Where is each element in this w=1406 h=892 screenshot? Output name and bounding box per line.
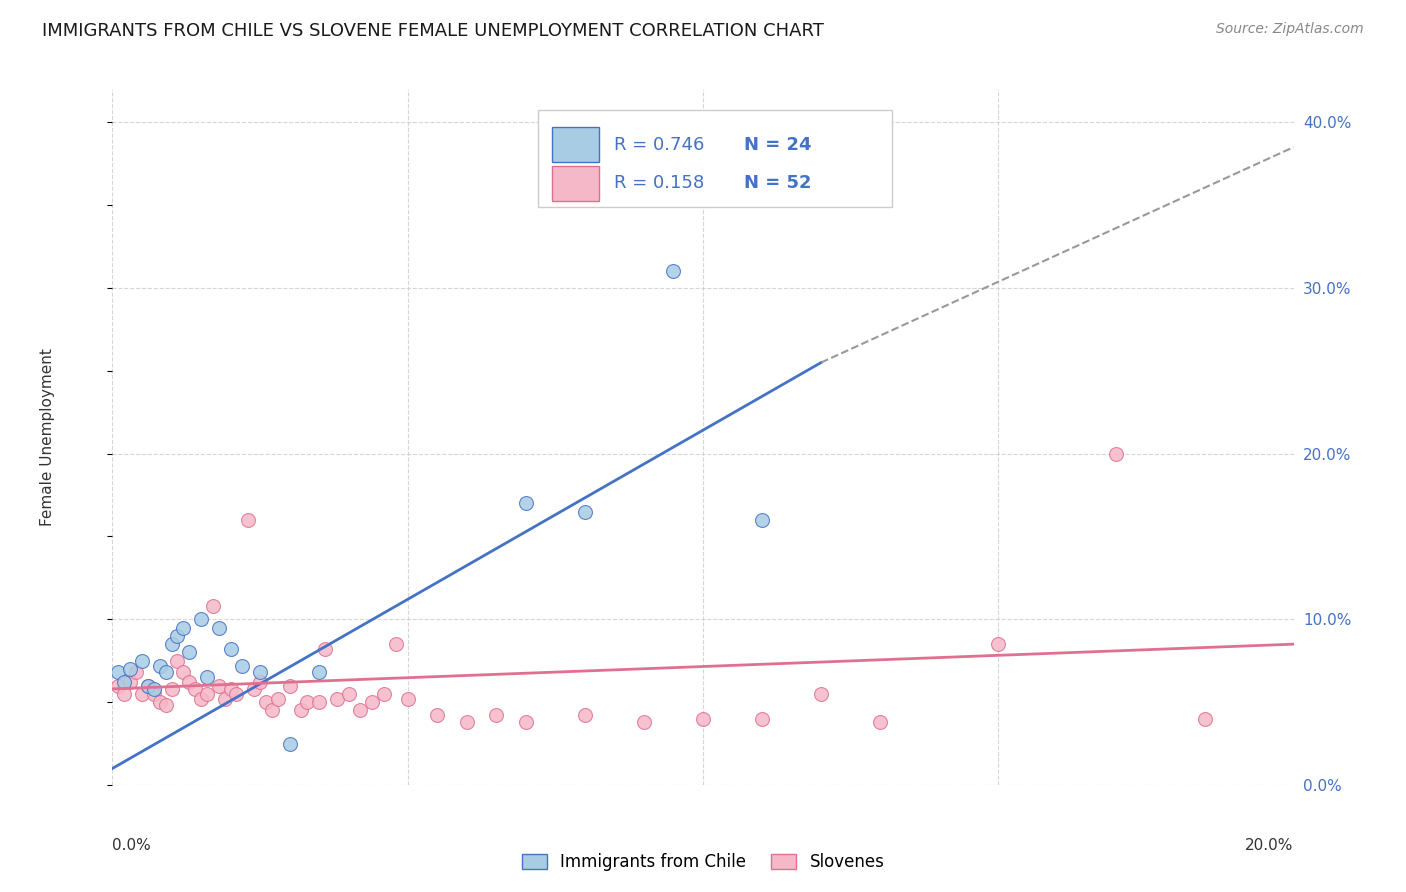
FancyBboxPatch shape (551, 166, 599, 201)
Point (869, 714, 891, 729)
Point (231, 658, 253, 673)
Text: Source: ZipAtlas.com: Source: ZipAtlas.com (1216, 22, 1364, 37)
Text: Female Unemployment: Female Unemployment (39, 348, 55, 526)
Point (278, 679, 301, 693)
Point (184, 681, 207, 696)
Point (456, 714, 478, 729)
Point (574, 708, 596, 723)
Point (166, 654, 188, 668)
Text: N = 52: N = 52 (744, 174, 811, 192)
Point (314, 642, 336, 657)
Point (107, 679, 129, 693)
Point (155, 698, 177, 713)
Point (120, 675, 142, 690)
Point (190, 612, 212, 626)
Point (751, 513, 773, 527)
Point (208, 679, 231, 693)
Point (810, 687, 832, 701)
Point (179, 675, 201, 690)
Point (195, 670, 218, 684)
Point (297, 695, 319, 709)
Point (485, 708, 508, 723)
Point (326, 691, 349, 706)
Point (361, 695, 384, 709)
Point (373, 687, 395, 701)
Point (179, 645, 201, 659)
Point (385, 637, 408, 651)
Point (160, 681, 183, 696)
Point (136, 679, 159, 693)
Point (238, 513, 260, 527)
Point (574, 505, 596, 519)
Point (195, 687, 218, 701)
Point (225, 687, 247, 701)
Point (692, 712, 714, 726)
Point (107, 665, 129, 680)
Text: 0.0%: 0.0% (112, 838, 152, 853)
Point (1194, 712, 1216, 726)
Point (249, 675, 271, 690)
Point (308, 665, 330, 680)
Point (142, 687, 165, 701)
Point (290, 703, 312, 717)
Point (278, 737, 301, 751)
Point (337, 687, 360, 701)
Point (136, 679, 159, 693)
Point (396, 691, 419, 706)
FancyBboxPatch shape (537, 110, 891, 208)
Text: R = 0.746: R = 0.746 (614, 136, 704, 153)
Point (219, 681, 242, 696)
Point (515, 714, 537, 729)
Point (308, 695, 330, 709)
Legend: Immigrants from Chile, Slovenes: Immigrants from Chile, Slovenes (513, 845, 893, 880)
Point (112, 687, 135, 701)
Point (1105, 447, 1128, 461)
Point (112, 675, 135, 690)
Point (201, 599, 224, 613)
Point (131, 687, 153, 701)
Point (260, 703, 283, 717)
Point (219, 642, 242, 657)
Point (349, 703, 371, 717)
Text: R = 0.158: R = 0.158 (614, 174, 704, 192)
Point (149, 695, 172, 709)
Point (426, 708, 449, 723)
Point (166, 629, 188, 643)
Point (662, 264, 685, 278)
Point (515, 496, 537, 510)
Point (172, 665, 194, 680)
Text: 20.0%: 20.0% (1246, 838, 1294, 853)
Point (142, 681, 165, 696)
Point (155, 665, 177, 680)
Point (208, 621, 231, 635)
Point (125, 665, 148, 680)
Point (633, 714, 655, 729)
Point (131, 654, 153, 668)
Point (243, 681, 266, 696)
Text: N = 24: N = 24 (744, 136, 811, 153)
Text: IMMIGRANTS FROM CHILE VS SLOVENE FEMALE UNEMPLOYMENT CORRELATION CHART: IMMIGRANTS FROM CHILE VS SLOVENE FEMALE … (42, 22, 824, 40)
Point (160, 637, 183, 651)
Point (254, 695, 277, 709)
Point (120, 662, 142, 676)
Point (214, 691, 236, 706)
Point (190, 691, 212, 706)
Point (267, 691, 290, 706)
Point (987, 637, 1010, 651)
FancyBboxPatch shape (551, 128, 599, 162)
Point (172, 621, 194, 635)
Point (249, 665, 271, 680)
Point (149, 658, 172, 673)
Point (751, 712, 773, 726)
